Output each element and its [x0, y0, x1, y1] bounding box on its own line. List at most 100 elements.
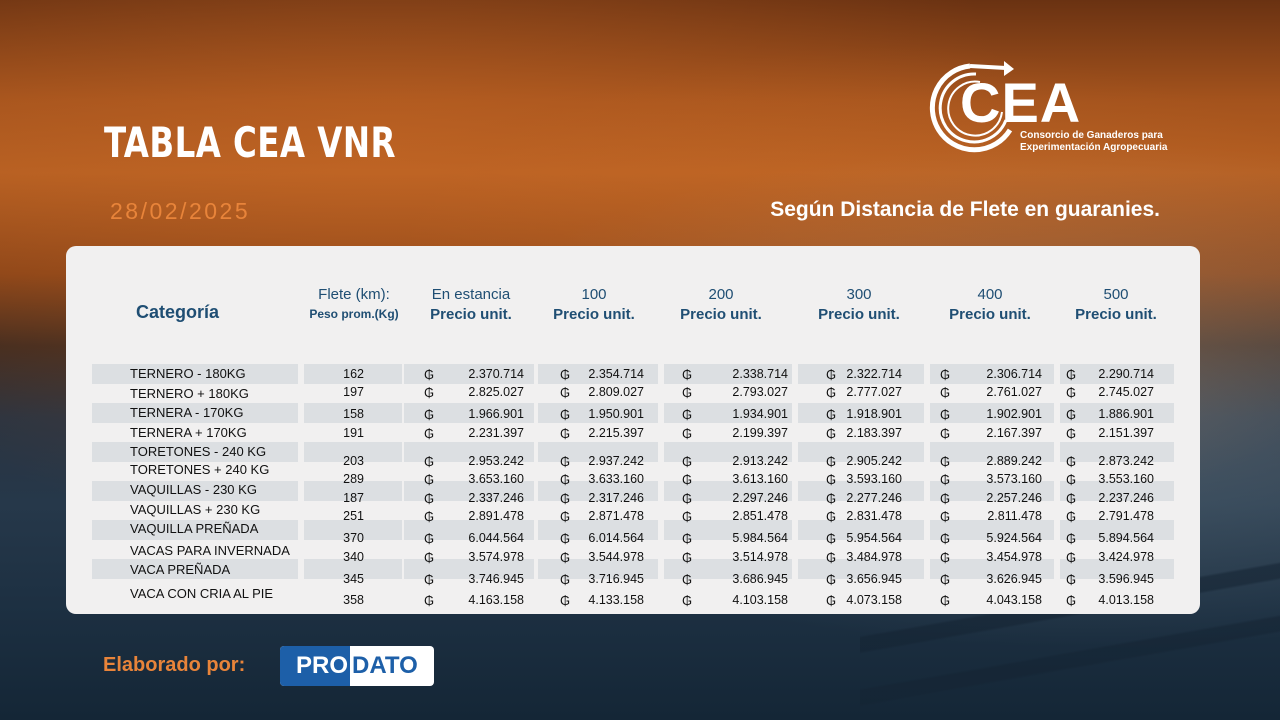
- currency-symbol: ₲: [682, 472, 693, 487]
- currency-symbol: ₲: [560, 509, 571, 524]
- currency-symbol: ₲: [1066, 454, 1077, 469]
- row-stripe: [664, 520, 792, 540]
- currency-symbol: ₲: [682, 454, 693, 469]
- weight-cell: 345: [343, 572, 364, 586]
- currency-symbol: ₲: [424, 407, 435, 422]
- currency-symbol: ₲: [940, 550, 951, 565]
- category-cell: TERNERA - 170KG: [130, 405, 244, 420]
- currency-symbol: ₲: [1066, 407, 1077, 422]
- price-cell: 3.424.978: [1098, 550, 1154, 564]
- price-cell: 3.574.978: [468, 550, 524, 564]
- row-stripe: [404, 520, 534, 540]
- page-subtitle: Según Distancia de Flete en guaranies.: [770, 198, 1160, 221]
- price-cell: 2.231.397: [468, 426, 524, 440]
- price-cell: 1.934.901: [732, 407, 788, 421]
- category-cell: TERNERA + 170KG: [130, 425, 247, 440]
- price-cell: 6.044.564: [468, 531, 524, 545]
- column-header-1: 100 Precio unit.: [524, 286, 664, 323]
- category-cell: VACAS PARA INVERNADA: [130, 543, 290, 558]
- weight-cell: 358: [343, 593, 364, 607]
- row-stripe: [930, 364, 1054, 384]
- currency-symbol: ₲: [826, 593, 837, 608]
- row-stripe: [404, 481, 534, 501]
- currency-symbol: ₲: [424, 531, 435, 546]
- flete-label: Flete (km):: [318, 286, 390, 303]
- category-cell: VAQUILLAS + 230 KG: [130, 502, 261, 517]
- column-price-label: Precio unit.: [949, 306, 1031, 323]
- row-stripe: [304, 364, 402, 384]
- price-cell: 3.716.945: [588, 572, 644, 586]
- currency-symbol: ₲: [826, 550, 837, 565]
- row-stripe: [404, 403, 534, 423]
- price-cell: 3.746.945: [468, 572, 524, 586]
- currency-symbol: ₲: [826, 509, 837, 524]
- price-cell: 2.953.242: [468, 454, 524, 468]
- price-cell: 2.905.242: [846, 454, 902, 468]
- row-stripe: [92, 481, 298, 501]
- currency-symbol: ₲: [940, 572, 951, 587]
- category-cell: TORETONES + 240 KG: [130, 462, 270, 477]
- price-cell: 2.831.478: [846, 509, 902, 523]
- currency-symbol: ₲: [1066, 367, 1077, 382]
- price-cell: 1.902.901: [986, 407, 1042, 421]
- row-stripe: [930, 403, 1054, 423]
- price-cell: 4.133.158: [588, 593, 644, 607]
- price-cell: 2.257.246: [986, 491, 1042, 505]
- currency-symbol: ₲: [560, 593, 571, 608]
- currency-symbol: ₲: [1066, 593, 1077, 608]
- price-cell: 2.199.397: [732, 426, 788, 440]
- price-cell: 2.215.397: [588, 426, 644, 440]
- price-cell: 2.777.027: [846, 385, 902, 399]
- currency-symbol: ₲: [1066, 509, 1077, 524]
- price-cell: 2.183.397: [846, 426, 902, 440]
- currency-symbol: ₲: [940, 593, 951, 608]
- price-cell: 2.851.478: [732, 509, 788, 523]
- price-cell: 2.277.246: [846, 491, 902, 505]
- price-cell: 2.761.027: [986, 385, 1042, 399]
- row-stripe: [1060, 520, 1174, 540]
- prodato-logo-left: PRO: [280, 646, 350, 686]
- price-cell: 3.626.945: [986, 572, 1042, 586]
- currency-symbol: ₲: [424, 426, 435, 441]
- currency-symbol: ₲: [424, 491, 435, 506]
- row-stripe: [92, 520, 298, 540]
- price-cell: 3.686.945: [732, 572, 788, 586]
- row-stripe: [1060, 403, 1174, 423]
- price-cell: 2.167.397: [986, 426, 1042, 440]
- currency-symbol: ₲: [826, 454, 837, 469]
- currency-symbol: ₲: [424, 572, 435, 587]
- currency-symbol: ₲: [940, 385, 951, 400]
- row-stripe: [404, 559, 534, 579]
- price-cell: 2.913.242: [732, 454, 788, 468]
- row-stripe: [798, 559, 924, 579]
- price-cell: 3.544.978: [588, 550, 644, 564]
- price-cell: 1.918.901: [846, 407, 902, 421]
- price-cell: 2.370.714: [468, 367, 524, 381]
- price-cell: 3.656.945: [846, 572, 902, 586]
- price-cell: 5.924.564: [986, 531, 1042, 545]
- row-stripe: [798, 364, 924, 384]
- report-date: 28/02/2025: [110, 198, 251, 224]
- weight-cell: 203: [343, 454, 364, 468]
- price-cell: 2.825.027: [468, 385, 524, 399]
- column-price-label: Precio unit.: [680, 306, 762, 323]
- cea-logo: CEA Consorcio de Ganaderos para Experime…: [918, 58, 1178, 158]
- weight-cell: 158: [343, 407, 364, 421]
- currency-symbol: ₲: [826, 491, 837, 506]
- category-cell: TERNERO + 180KG: [130, 386, 249, 401]
- row-stripe: [92, 442, 298, 462]
- weight-cell: 191: [343, 426, 364, 440]
- row-stripe: [304, 403, 402, 423]
- currency-symbol: ₲: [424, 593, 435, 608]
- currency-symbol: ₲: [1066, 572, 1077, 587]
- currency-symbol: ₲: [682, 491, 693, 506]
- currency-symbol: ₲: [682, 550, 693, 565]
- currency-symbol: ₲: [826, 367, 837, 382]
- price-cell: 2.809.027: [588, 385, 644, 399]
- currency-symbol: ₲: [826, 472, 837, 487]
- column-header-5: 500 Precio unit.: [1046, 286, 1186, 323]
- price-cell: 6.014.564: [588, 531, 644, 545]
- row-stripe: [1060, 481, 1174, 501]
- weight-label: Peso prom.(Kg): [309, 307, 399, 321]
- price-cell: 3.596.945: [1098, 572, 1154, 586]
